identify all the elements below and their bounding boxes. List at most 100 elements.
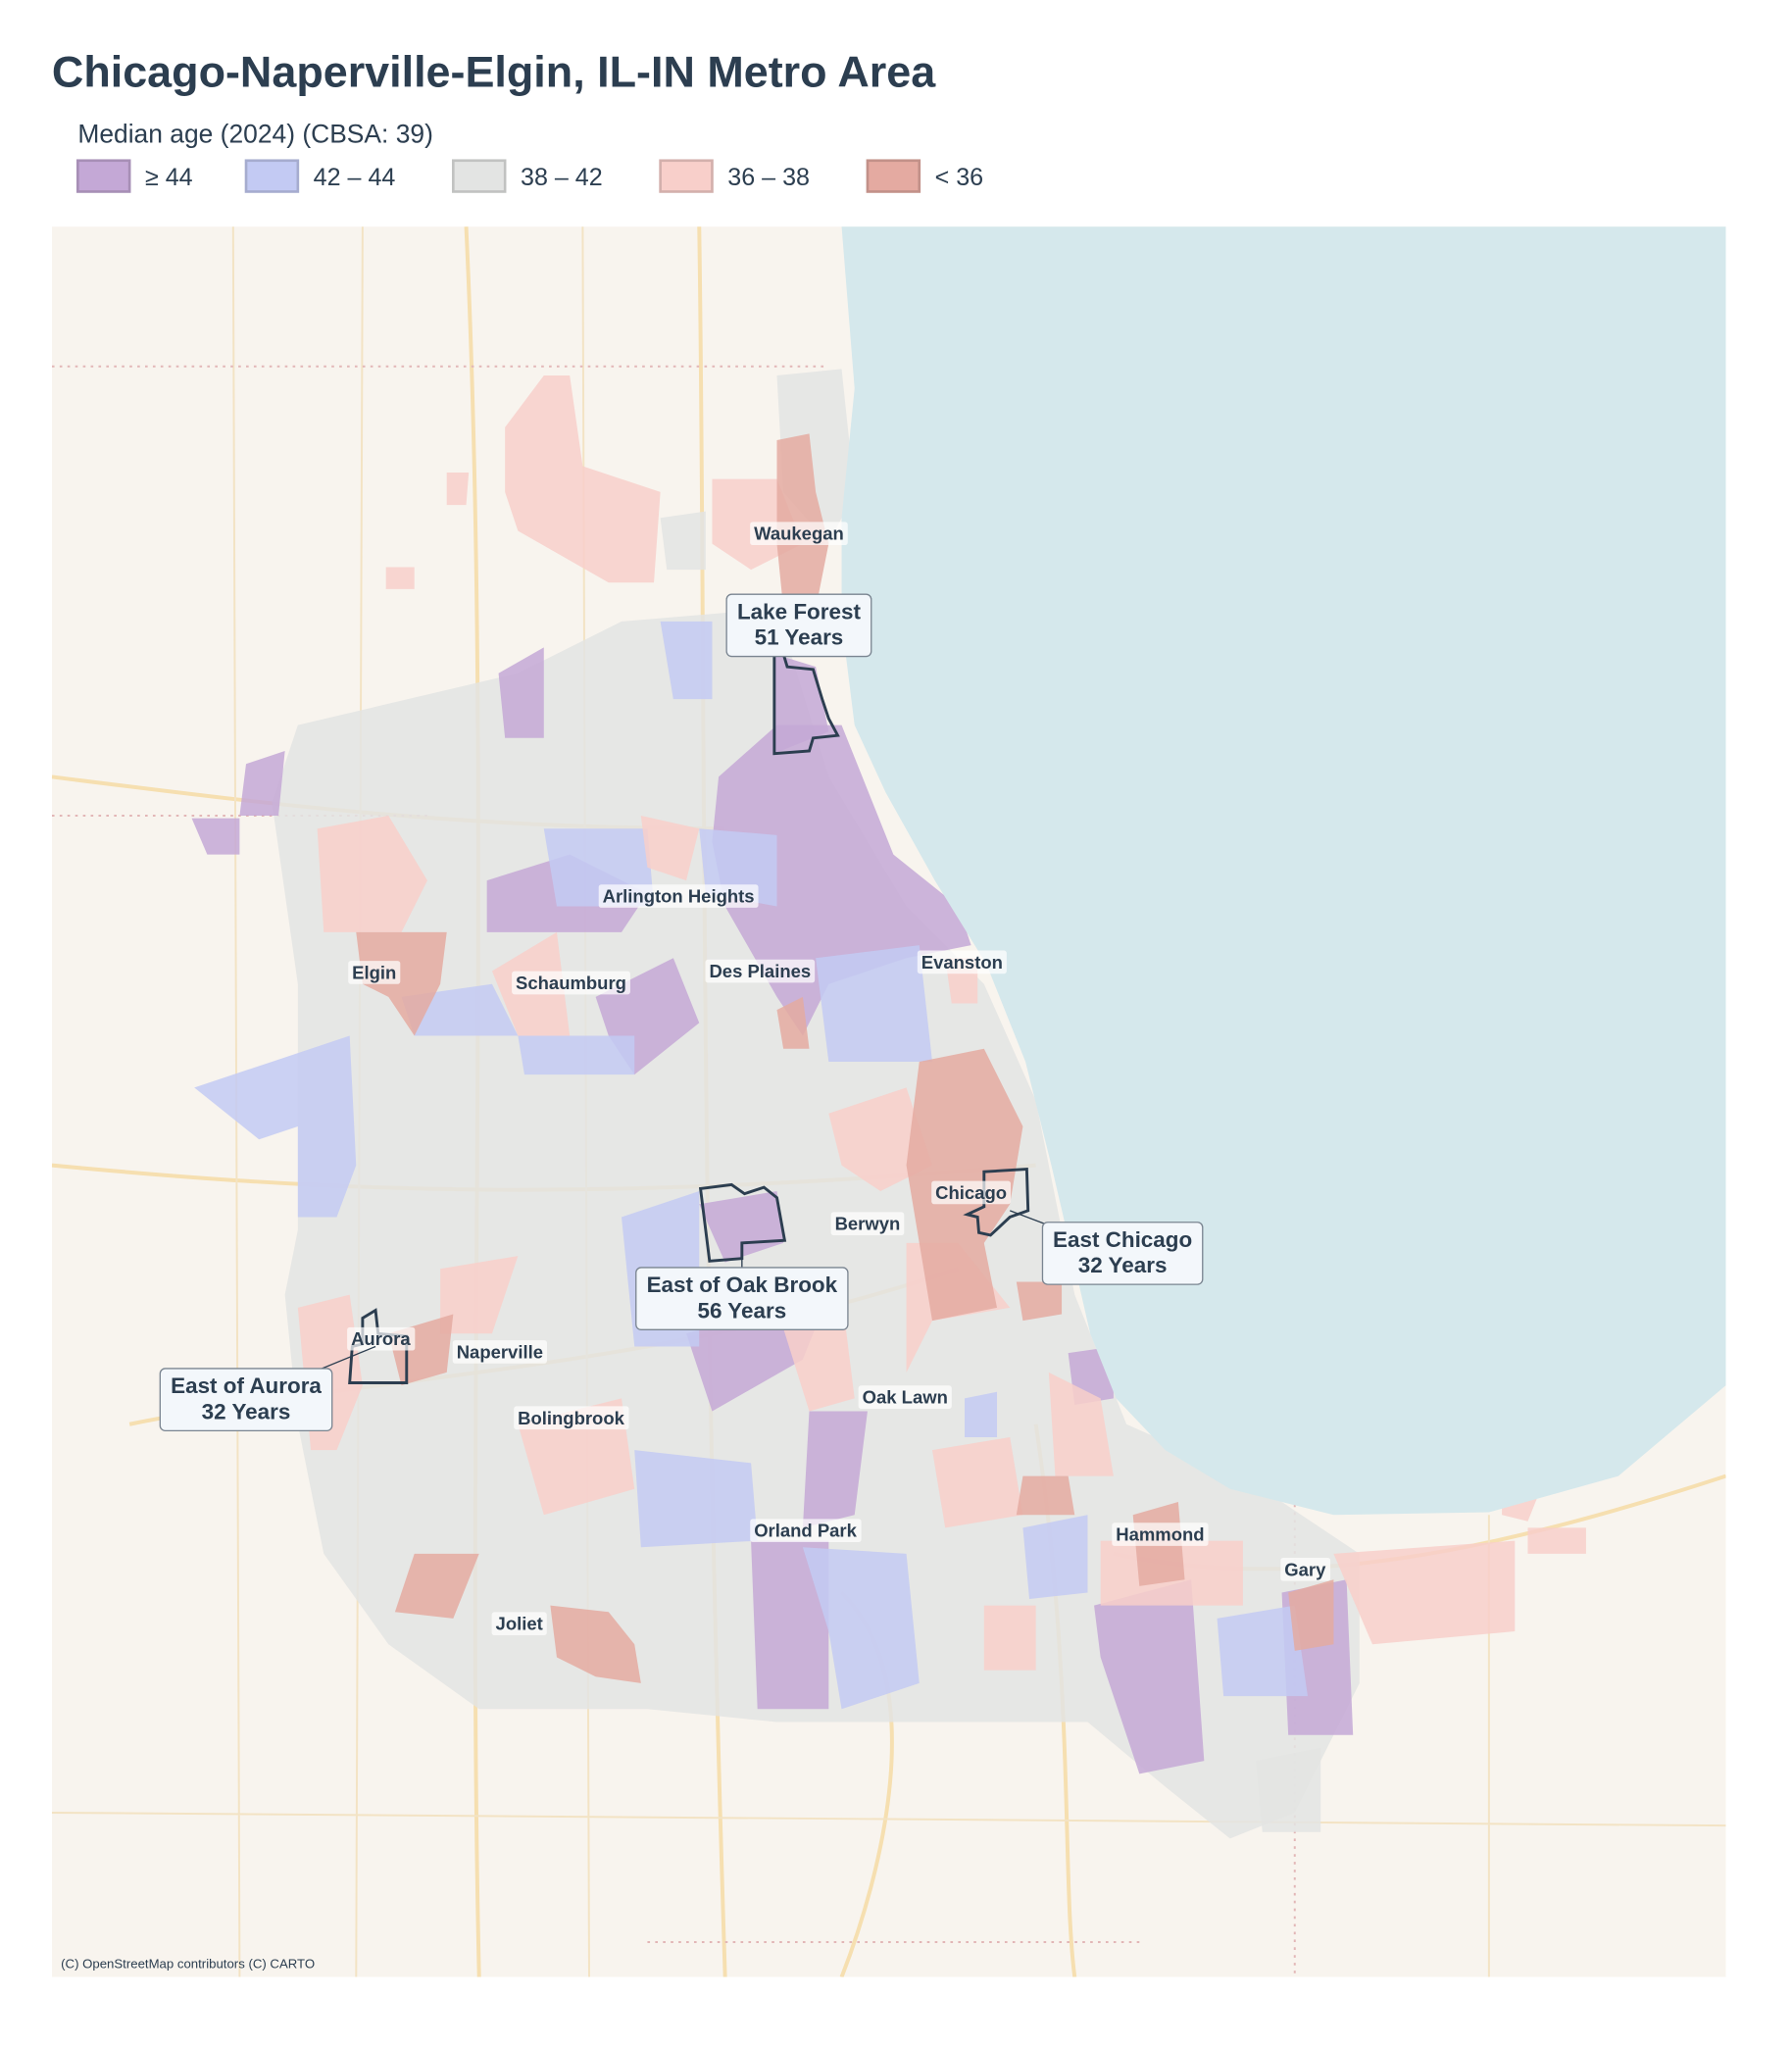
place-label: Berwyn — [835, 1214, 901, 1234]
legend-label: ≥ 44 — [145, 164, 193, 191]
place-label-bg — [347, 1326, 416, 1351]
region — [1016, 1281, 1063, 1322]
place-label: Schaumburg — [516, 973, 626, 993]
region — [660, 511, 706, 571]
region — [828, 1087, 932, 1192]
place-label: Waukegan — [754, 524, 844, 544]
region — [1016, 1475, 1075, 1516]
legend: ≥ 44 42 – 44 38 – 42 36 – 38 < 36 — [76, 159, 983, 193]
region — [446, 473, 470, 506]
place-label: Chicago — [935, 1182, 1007, 1203]
place-label-bg — [452, 1340, 547, 1364]
highlight-outline — [772, 652, 840, 756]
callout-box — [159, 1368, 333, 1432]
region — [751, 1540, 829, 1710]
place-label-bg — [491, 1612, 547, 1636]
region — [640, 816, 700, 881]
highlight-outline — [698, 1182, 787, 1263]
callout-name: East of Aurora — [171, 1373, 322, 1398]
region — [634, 1450, 758, 1548]
place-label: Gary — [1284, 1559, 1326, 1579]
callout-name: East of Oak Brook — [647, 1273, 838, 1297]
place-label-bg — [1112, 1523, 1209, 1546]
region — [385, 567, 415, 589]
regions — [191, 369, 1586, 1839]
place-label: Des Plaines — [709, 961, 811, 981]
place-label-bg — [705, 959, 816, 983]
place-label: Elgin — [352, 962, 396, 982]
region — [1048, 1372, 1114, 1476]
place-label: Evanston — [921, 952, 1003, 973]
region — [1333, 1540, 1516, 1645]
legend-swatch — [78, 162, 128, 191]
region — [816, 945, 932, 1062]
region — [699, 1191, 784, 1263]
region — [964, 1391, 998, 1437]
callout-value: 56 Years — [697, 1298, 786, 1323]
place-label: Naperville — [457, 1341, 543, 1362]
region — [1094, 1579, 1205, 1774]
legend-label: 38 – 42 — [521, 164, 603, 191]
callout-name: Lake Forest — [737, 599, 861, 624]
place-label: Aurora — [351, 1328, 411, 1349]
region — [317, 816, 427, 932]
callout-value: 32 Years — [202, 1399, 291, 1423]
region — [194, 1035, 357, 1218]
callout-box — [1041, 1222, 1204, 1285]
title: Chicago-Naperville-Elgin, IL-IN Metro Ar… — [52, 46, 936, 96]
region — [550, 1605, 641, 1683]
place-label: Hammond — [1116, 1524, 1204, 1545]
region — [660, 621, 713, 700]
legend-title: Median age (2024) (CBSA: 39) — [77, 119, 433, 148]
region — [1217, 1605, 1308, 1697]
place-label: Orland Park — [754, 1521, 857, 1541]
region — [394, 1553, 479, 1619]
legend-swatch — [454, 162, 504, 191]
highlight-outline — [963, 1168, 1030, 1237]
region — [802, 1411, 868, 1528]
place-label-bg — [750, 522, 848, 546]
callout-value: 32 Years — [1078, 1253, 1168, 1277]
region — [518, 1035, 635, 1075]
region — [776, 433, 829, 609]
region — [505, 374, 661, 583]
legend-label: 36 – 38 — [727, 164, 810, 191]
region — [1256, 1747, 1321, 1832]
place-label: Arlington Heights — [603, 886, 755, 907]
legend-label: 42 – 44 — [314, 164, 396, 191]
region — [239, 750, 285, 817]
callout-name: East Chicago — [1053, 1227, 1192, 1252]
place-label-bg — [512, 971, 630, 995]
region — [1527, 1527, 1586, 1554]
place-label-bg — [858, 1385, 952, 1409]
place-label-bg — [830, 1212, 905, 1235]
lake-michigan — [841, 226, 1726, 1516]
callout-box — [725, 593, 872, 658]
place-label-bg — [1280, 1557, 1331, 1581]
place-label-bg — [750, 1519, 862, 1542]
place-label: Bolingbrook — [518, 1408, 624, 1428]
place-label-bg — [348, 961, 401, 984]
legend-swatch — [661, 162, 712, 191]
region — [191, 818, 240, 855]
place-label-bg — [931, 1180, 1011, 1205]
region — [1288, 1579, 1334, 1651]
region — [983, 1605, 1036, 1671]
place-label: Joliet — [496, 1614, 543, 1634]
map: Waukegan Arlington Heights Elgin Schaumburg… — [51, 226, 1726, 1977]
place-label-bg — [917, 950, 1007, 974]
region — [802, 1547, 920, 1710]
place-label-bg — [514, 1406, 629, 1430]
place-label: Oak Lawn — [863, 1387, 948, 1408]
place-label-bg — [598, 884, 759, 908]
region — [931, 1436, 1023, 1528]
legend-swatch — [869, 162, 919, 191]
region — [776, 996, 810, 1049]
attribution: (C) OpenStreetMap contributors (C) CARTO — [61, 1956, 315, 1971]
place-labels: Waukegan Arlington Heights Elgin Schaumburg… — [347, 522, 1331, 1636]
region — [1022, 1515, 1088, 1600]
region — [356, 931, 447, 1036]
legend-swatch — [247, 162, 297, 191]
region — [498, 647, 544, 738]
